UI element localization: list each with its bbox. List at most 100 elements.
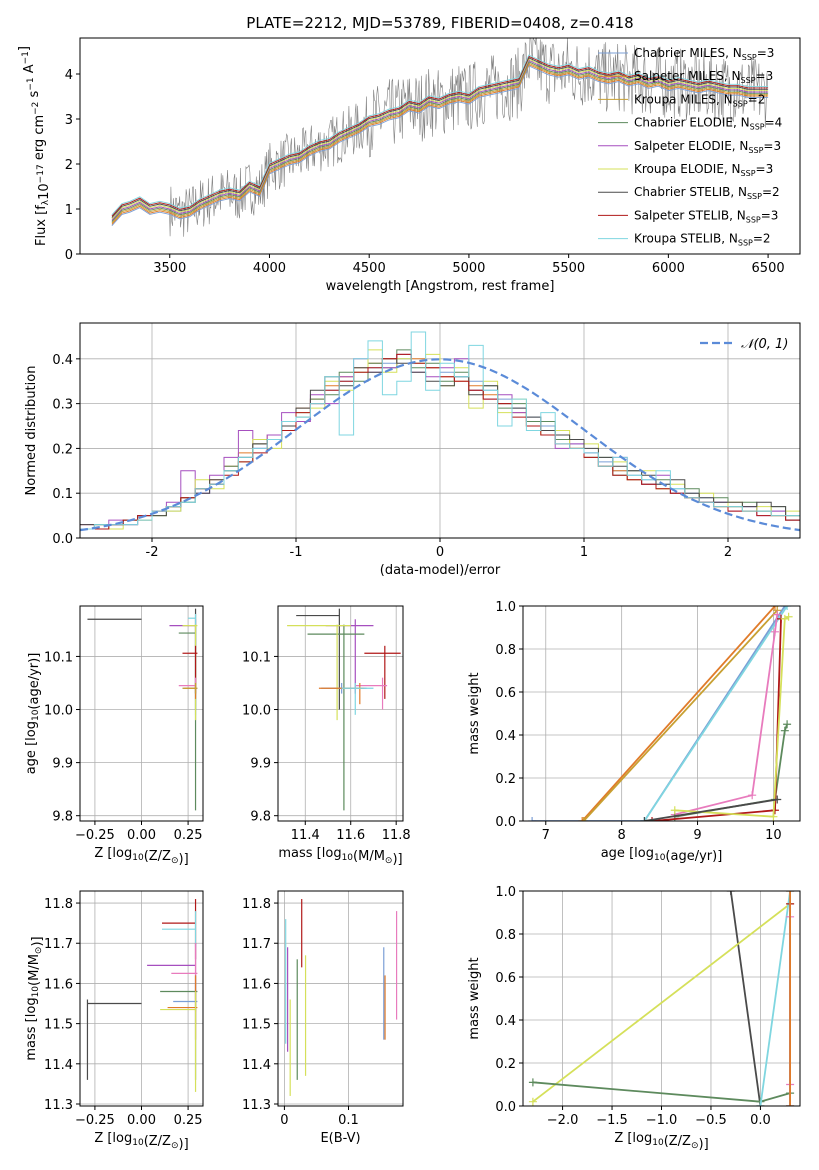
x-tick-label: 11.4: [291, 828, 320, 843]
weight-marker-chabrier_stelib: [726, 891, 735, 895]
label-part: −2: [31, 102, 41, 115]
y-tick-label: 9.9: [250, 757, 271, 772]
weight-marker-kroupa_elodie: [780, 614, 789, 623]
plot-area: [528, 606, 793, 821]
legend-sub: SSP: [738, 239, 753, 248]
axes-frame: [79, 37, 801, 255]
legend-entry: 𝒩(0, 1): [741, 337, 788, 352]
y-tick-label: 11.7: [242, 937, 271, 952]
label-part: (data-model)/error: [380, 563, 501, 578]
label-part: ⊙: [171, 1141, 179, 1151]
label-part: mass [log: [278, 846, 341, 861]
x-tick-label: 0: [436, 545, 444, 560]
weight-line-salpeter_miles: [581, 606, 776, 821]
y-tick-label: 0: [65, 248, 73, 263]
legend-value: =3: [761, 208, 779, 222]
model-line-kroupa_miles: [111, 62, 769, 224]
y-tick-label: 11.8: [242, 897, 271, 912]
x-tick-label: 4500: [353, 261, 386, 276]
weight-marker-kroupa_elodie: [784, 612, 793, 621]
grid: [80, 606, 203, 821]
label-part: Flux [f: [34, 205, 49, 246]
x-tick-label: 5500: [552, 261, 585, 276]
figure-title: PLATE=2212, MJD=53789, FIBERID=0408, z=0…: [246, 14, 633, 32]
model-line-salpeter_miles: [111, 64, 769, 225]
legend-label: Salpeter ELODIE, N: [634, 139, 748, 153]
legend-entry: Chabrier STELIB, NSSP=2: [634, 185, 780, 201]
y-tick-label: 9.8: [52, 810, 73, 825]
legend-entry: Kroupa STELIB, NSSP=2: [634, 232, 771, 248]
label-part: −1: [26, 77, 36, 90]
label-part: (Z/Z: [144, 849, 171, 864]
label-part: −1: [21, 51, 31, 64]
weight-marker-salpeter_stelib: [770, 806, 779, 815]
y-tick-label: 11.4: [44, 1058, 73, 1073]
y-tick-label: 0.4: [495, 1014, 516, 1029]
weight-marker-kroupa_stelib: [756, 1102, 765, 1106]
legend-entry: Chabrier ELODIE, NSSP=4: [634, 116, 782, 132]
label-part: (M/M: [27, 954, 42, 986]
label-part: 10: [652, 1138, 664, 1148]
axes-frame: [522, 605, 801, 822]
x-tick-label: 4000: [253, 261, 286, 276]
legend-entry: Kroupa MILES, NSSP=2: [634, 92, 765, 108]
weight-marker-salpeter_miles: [786, 1102, 795, 1106]
weight-line-pink: [674, 614, 779, 816]
y-tick-label: 0.8: [495, 643, 516, 658]
y-tick-label: 11.5: [242, 1018, 271, 1033]
label-part: )]: [179, 1137, 189, 1152]
x-axis-label: E(B-V): [320, 1131, 360, 1146]
weight-marker-chabrier_stelib: [773, 795, 782, 804]
legend-sub: SSP: [748, 146, 763, 155]
legend-label: Kroupa STELIB, N: [634, 232, 738, 246]
y-tick-label: 2: [65, 158, 73, 173]
label-part: age [log: [601, 846, 654, 861]
weight-marker-chabrier_elodie: [783, 720, 792, 729]
label-part: )]: [30, 936, 45, 946]
panel-residuals: -2 -1 0 1 2 0.0 0.1 0.2 0.3 0.4 (data-model)/error…: [24, 322, 801, 578]
grid: [523, 605, 800, 822]
legend-value: =3: [756, 162, 774, 176]
model-line-salpeter_elodie: [111, 59, 769, 221]
x-tick-label: 0.25: [174, 1113, 203, 1128]
x-tick-label: 0.1: [338, 1113, 359, 1128]
label-part: )]: [699, 1137, 709, 1152]
legend-value: =3: [756, 69, 774, 83]
legend-label: Salpeter MILES, N: [634, 69, 741, 83]
panel-age_vs_mass: 11.4 11.6 11.8 9.8 9.9 10.0 10.1 mass [log10(M/…: [242, 605, 411, 867]
legend-sub: SSP: [733, 99, 748, 108]
weight-marker-pink: [773, 610, 782, 619]
weight-line-chabrier_stelib: [729, 891, 762, 1106]
x-tick-label: −2.0: [547, 1113, 579, 1128]
x-tick-label: -2: [146, 545, 159, 560]
label-part: 10: [132, 1138, 144, 1148]
y-tick-label: 11.7: [44, 937, 73, 952]
legend-entry: Salpeter STELIB, NSSP=3: [634, 208, 778, 224]
weight-line-kroupa_elodie: [674, 616, 790, 818]
legend-value: =2: [762, 185, 780, 199]
x-tick-label: 6500: [752, 261, 785, 276]
plot-area: [111, 38, 769, 237]
legend-sub: SSP: [750, 123, 765, 132]
model-line-salpeter_stelib: [111, 55, 769, 217]
grid: [278, 891, 403, 1106]
normal-curve: [80, 358, 800, 532]
label-part: )]: [179, 852, 189, 867]
label-part: )]: [392, 852, 402, 867]
label-part: E(B-V): [320, 1131, 360, 1146]
weight-marker-chabrier_elodie: [780, 726, 789, 735]
axes-frame: [277, 605, 404, 822]
grid: [80, 891, 203, 1106]
y-tick-label: 10.0: [242, 704, 271, 719]
y-tick-label: 0.3: [52, 398, 73, 413]
label-part: Normed distribution: [24, 366, 39, 496]
model-line-chabrier_miles: [111, 65, 769, 226]
y-tick-label: 0.2: [495, 1057, 516, 1072]
y-tick-label: 1.0: [495, 885, 516, 900]
x-tick-label: 1: [580, 545, 588, 560]
y-tick-label: 0.2: [495, 772, 516, 787]
y-tick-label: 10.0: [44, 704, 73, 719]
y-axis-label: Normed distribution: [24, 366, 39, 496]
